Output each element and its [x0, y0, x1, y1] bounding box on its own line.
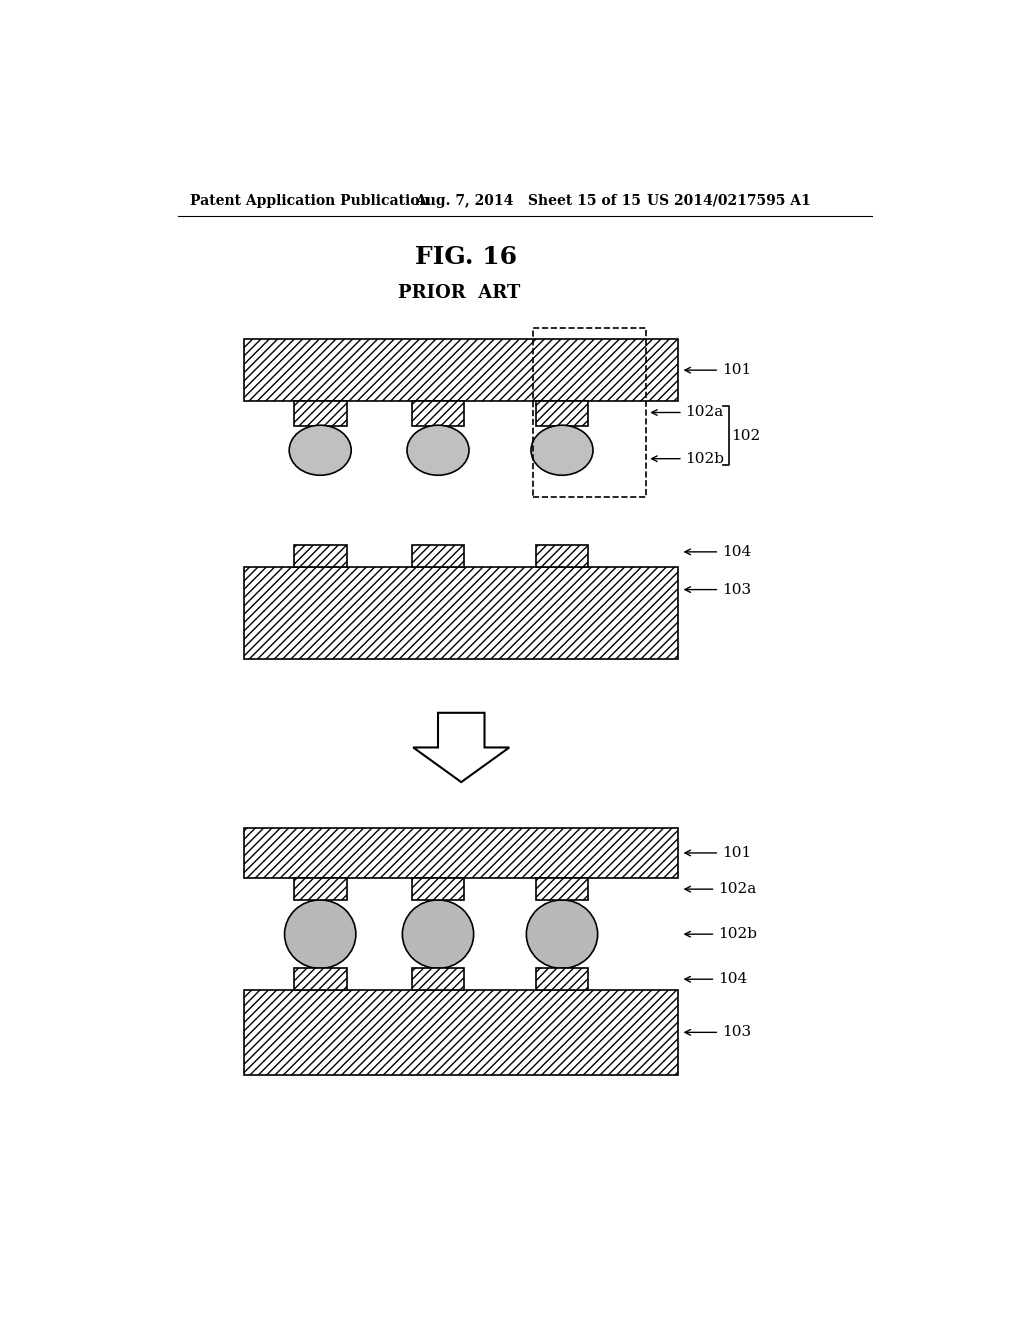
Bar [245, 566, 678, 659]
Bar [412, 401, 464, 425]
Text: 104: 104 [722, 545, 751, 558]
Bar [536, 401, 589, 425]
Ellipse shape [531, 425, 593, 475]
Text: Patent Application Publication: Patent Application Publication [190, 194, 430, 207]
Text: US 2014/0217595 A1: US 2014/0217595 A1 [647, 194, 811, 207]
Bar [536, 545, 589, 566]
Text: 104: 104 [718, 973, 748, 986]
Ellipse shape [526, 900, 598, 969]
Bar [412, 969, 464, 990]
Bar [536, 401, 589, 425]
Text: 102b: 102b [685, 451, 724, 466]
Bar [412, 545, 464, 566]
Bar [294, 878, 346, 900]
Bar [294, 969, 346, 990]
Bar [294, 878, 346, 900]
Ellipse shape [285, 900, 356, 969]
Bar [536, 878, 589, 900]
Ellipse shape [289, 425, 351, 475]
Bar [536, 969, 589, 990]
Bar [536, 969, 589, 990]
Bar [412, 878, 464, 900]
Text: 102a: 102a [685, 405, 724, 420]
Bar [294, 401, 346, 425]
Bar [412, 401, 464, 425]
Bar [412, 969, 464, 990]
Ellipse shape [407, 425, 469, 475]
Text: PRIOR  ART: PRIOR ART [397, 284, 520, 302]
Bar [245, 566, 678, 659]
Text: 102a: 102a [718, 882, 756, 896]
Bar [245, 829, 678, 878]
Bar [294, 401, 346, 425]
Polygon shape [414, 713, 509, 781]
Bar [536, 878, 589, 900]
Bar [245, 990, 678, 1074]
Text: 102: 102 [731, 429, 760, 442]
Bar [412, 878, 464, 900]
Bar [294, 545, 346, 566]
Bar [294, 545, 346, 566]
Text: 102b: 102b [718, 927, 757, 941]
Bar [532, 327, 646, 498]
Text: 101: 101 [722, 846, 751, 859]
Text: 103: 103 [722, 1026, 751, 1039]
Bar [536, 545, 589, 566]
Bar [245, 990, 678, 1074]
Bar [245, 829, 678, 878]
Bar [245, 339, 678, 401]
Bar [245, 339, 678, 401]
Text: FIG. 16: FIG. 16 [415, 246, 517, 269]
Bar [412, 545, 464, 566]
Text: 101: 101 [722, 363, 751, 378]
Ellipse shape [402, 900, 474, 969]
Text: Aug. 7, 2014   Sheet 15 of 15: Aug. 7, 2014 Sheet 15 of 15 [415, 194, 641, 207]
Text: 103: 103 [722, 582, 751, 597]
Bar [294, 969, 346, 990]
